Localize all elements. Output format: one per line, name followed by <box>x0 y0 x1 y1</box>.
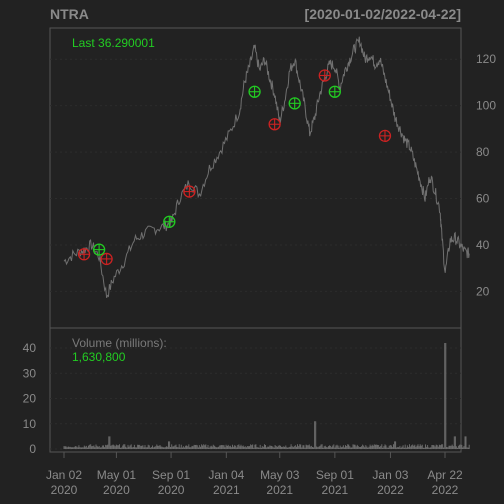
volume-label: Volume (millions): <box>72 336 167 350</box>
volume-tick-label: 10 <box>23 417 37 431</box>
x-tick-label-top: May 03 <box>260 468 300 482</box>
volume-tick-label: 30 <box>23 366 37 380</box>
date-range-label: [2020-01-02/2022-04-22] <box>305 6 461 22</box>
x-tick-label-bottom: 2020 <box>51 483 78 497</box>
sell-marker <box>318 69 331 82</box>
buy-marker <box>248 85 261 98</box>
x-tick-label-top: May 01 <box>97 468 137 482</box>
x-tick-label-bottom: 2020 <box>103 483 130 497</box>
buy-marker <box>288 97 301 110</box>
sell-marker <box>77 248 91 261</box>
price-tick-label: 60 <box>476 192 490 206</box>
x-tick-label-top: Jan 02 <box>46 468 82 482</box>
x-tick-label-bottom: 2020 <box>158 483 185 497</box>
volume-value: 1,630,800 <box>72 350 126 364</box>
x-tick-label-bottom: 2022 <box>432 483 459 497</box>
price-line <box>63 36 470 298</box>
price-tick-label: 80 <box>476 145 490 159</box>
volume-panel-frame <box>49 327 462 453</box>
chart-title: NTRA <box>50 6 89 22</box>
price-tick-label: 120 <box>476 52 496 66</box>
x-tick-label-bottom: 2021 <box>266 483 293 497</box>
sell-marker <box>183 185 196 198</box>
x-tick-label-bottom: 2021 <box>213 483 240 497</box>
x-tick-label-top: Apr 22 <box>427 468 463 482</box>
x-tick-label-top: Sep 01 <box>316 468 354 482</box>
x-tick-label-top: Jan 03 <box>372 468 408 482</box>
price-tick-label: 100 <box>476 99 496 113</box>
price-tick-label: 20 <box>476 284 490 298</box>
sell-marker <box>378 129 392 142</box>
sell-marker <box>268 118 281 131</box>
price-tick-label: 40 <box>476 238 490 252</box>
volume-tick-label: 0 <box>29 442 36 456</box>
sell-marker <box>100 252 113 266</box>
trade-markers <box>77 69 392 266</box>
buy-marker <box>328 85 341 98</box>
x-tick-label-bottom: 2022 <box>377 483 404 497</box>
buy-marker <box>92 243 106 256</box>
volume-tick-label: 40 <box>23 341 37 355</box>
price-y-axis: 20 40 60 80 100 120 <box>476 52 496 298</box>
x-tick-label-top: Jan 04 <box>208 468 244 482</box>
last-price-label: Last 36.290001 <box>72 36 155 50</box>
price-gridlines <box>50 58 461 292</box>
volume-y-axis: 0 10 20 30 40 <box>23 341 37 456</box>
buy-marker <box>163 215 176 228</box>
x-tick-label-bottom: 2021 <box>322 483 349 497</box>
volume-bars <box>63 343 470 449</box>
x-tick-label-top: Sep 01 <box>152 468 190 482</box>
volume-panel: 0 10 20 30 40 Volume (millions): 1,630,800 <box>23 327 470 456</box>
volume-tick-label: 20 <box>23 392 37 406</box>
price-panel-frame <box>49 27 462 329</box>
price-panel: 20 40 60 80 100 120 Last 36.290001 <box>49 27 496 329</box>
